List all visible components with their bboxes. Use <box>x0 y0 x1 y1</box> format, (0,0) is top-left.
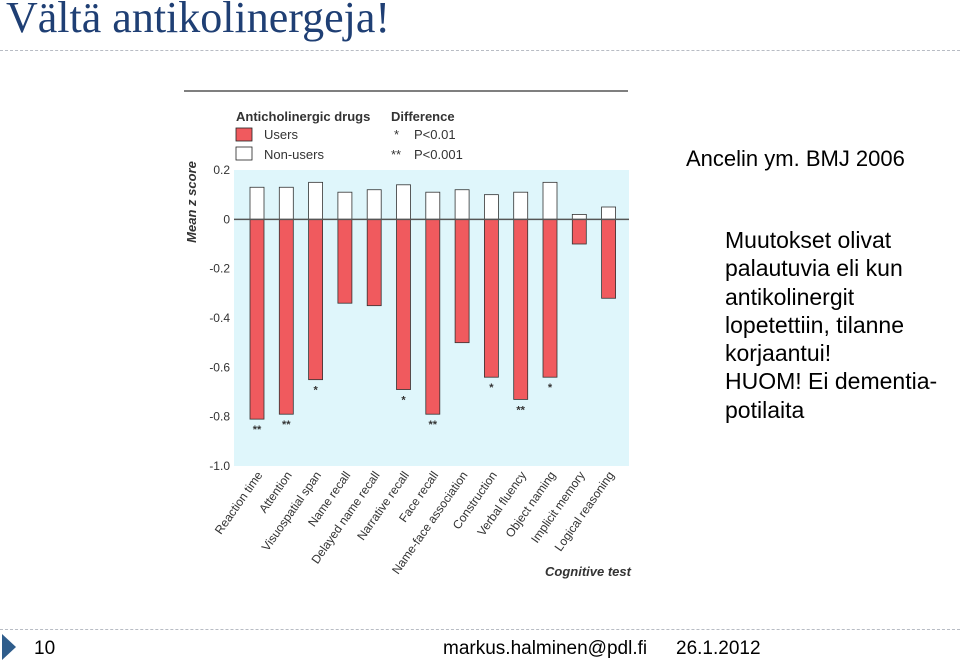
footer-divider <box>0 629 960 630</box>
y-tick-label: -1.0 <box>209 459 230 473</box>
body-line: palautuvia eli kun <box>725 255 903 282</box>
bar-nonusers <box>601 206 617 220</box>
legend-title: Anticholinergic drugs <box>236 109 370 124</box>
footer-email: markus.halminen@pdl.fi <box>443 638 648 659</box>
bar-users <box>542 218 558 378</box>
bar-users <box>308 218 324 381</box>
chart: Anticholinergic drugs Users Non-users Di… <box>176 84 646 589</box>
bar-nonusers <box>542 181 558 220</box>
bar-users <box>425 218 441 415</box>
x-axis-title: Cognitive test <box>545 564 632 579</box>
bar-nonusers <box>483 194 499 220</box>
slide-title: Vältä antikolinergeja! <box>6 0 391 42</box>
bar-nonusers <box>337 191 353 220</box>
legend-nonusers-label: Non-users <box>264 147 324 162</box>
significance-mark: * <box>401 395 406 407</box>
body-line: korjaantui! <box>725 340 832 367</box>
bar-users <box>249 218 265 420</box>
legend-sig2-label: P<0.001 <box>414 147 463 162</box>
legend-nonusers-swatch <box>235 146 253 161</box>
y-tick-label: 0.2 <box>213 163 230 177</box>
y-tick-label: -0.2 <box>209 262 230 276</box>
bar-users <box>483 218 499 378</box>
title-divider <box>0 50 960 51</box>
bar-nonusers <box>513 191 529 220</box>
bar-nonusers <box>249 186 265 220</box>
legend: Anticholinergic drugs Users Non-users Di… <box>235 109 463 162</box>
legend-sig2-symbol: ** <box>391 147 401 162</box>
y-tick-label: -0.4 <box>209 311 230 325</box>
footer-date: 26.1.2012 <box>676 638 761 659</box>
significance-mark: * <box>313 385 318 397</box>
legend-users-label: Users <box>264 127 298 142</box>
significance-mark: ** <box>429 419 438 431</box>
bar-users <box>513 218 529 400</box>
significance-mark: ** <box>516 404 525 416</box>
y-axis: 0.2 0 -0.2 -0.4 -0.6 -0.8 -1.0 <box>209 163 230 473</box>
body-line: HUOM! Ei dementia- <box>725 368 938 395</box>
significance-mark: ** <box>282 419 291 431</box>
legend-sig1-label: P<0.01 <box>414 127 456 142</box>
legend-users-swatch <box>235 127 253 142</box>
significance-mark: ** <box>253 424 262 436</box>
bar-users <box>454 218 470 344</box>
bar-chart: Anticholinergic drugs Users Non-users Di… <box>184 90 632 579</box>
bar-users <box>337 218 353 304</box>
y-tick-label: -0.6 <box>209 360 230 374</box>
citation: Ancelin ym. BMJ 2006 <box>686 146 905 171</box>
legend-sig1-symbol: * <box>394 127 399 142</box>
bar-nonusers <box>454 189 470 220</box>
body-text: Muutokset olivat palautuvia eli kun anti… <box>725 226 957 424</box>
bar-nonusers <box>366 189 382 220</box>
bar-users <box>396 218 411 390</box>
significance-marks: ** ********** <box>253 382 553 436</box>
bar-users <box>366 218 382 307</box>
x-tick-label: Reaction time <box>212 468 266 536</box>
y-axis-title: Mean z score <box>184 161 199 243</box>
y-tick-label: -0.8 <box>209 410 230 424</box>
bar-nonusers <box>278 186 294 220</box>
page-number: 10 <box>34 638 56 659</box>
body-line: lopetettiin, tilanne <box>725 311 905 338</box>
legend-difference-title: Difference <box>391 109 455 124</box>
significance-mark: * <box>548 382 553 394</box>
bar-nonusers <box>425 191 441 220</box>
bar-users <box>601 218 617 299</box>
bar-users <box>278 218 294 415</box>
significance-mark: * <box>489 382 494 394</box>
bar-users <box>571 218 587 245</box>
bar-nonusers <box>308 181 324 220</box>
body-line: potilaita <box>725 396 805 423</box>
body-line: Muutokset olivat <box>725 227 892 253</box>
y-tick-label: 0 <box>223 212 230 226</box>
bar-nonusers <box>396 184 411 220</box>
nav-arrow-icon[interactable] <box>2 634 16 660</box>
body-line: antikolinergit <box>725 283 855 310</box>
